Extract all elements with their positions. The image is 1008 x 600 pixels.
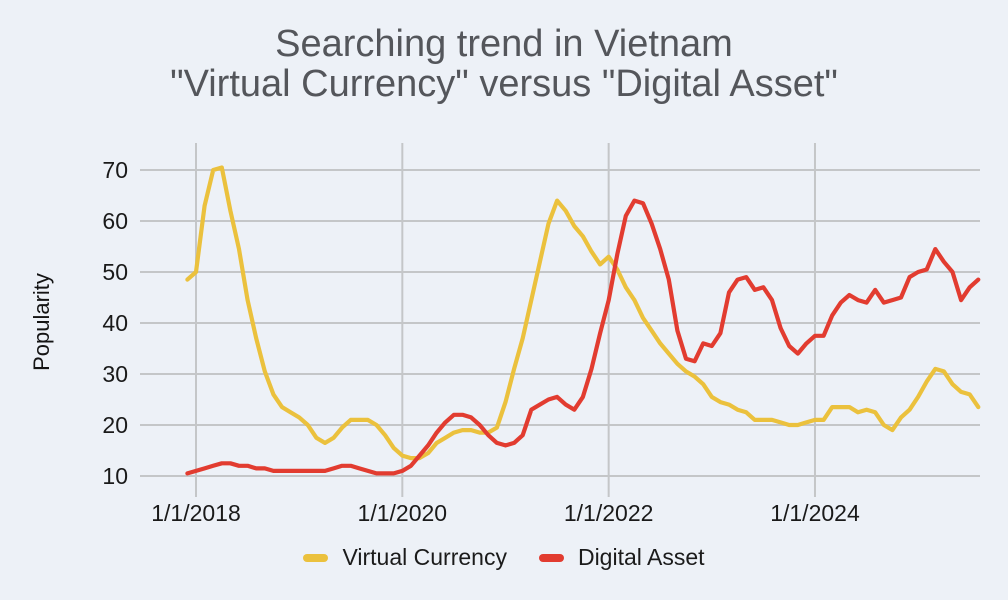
legend-label-digital-asset: Digital Asset — [577, 544, 705, 570]
y-tick-label-20: 20 — [102, 412, 128, 438]
y-tick-label-60: 60 — [102, 208, 128, 234]
x-tick-label-1/1/2020: 1/1/2020 — [358, 500, 448, 526]
legend-label-virtual-currency: Virtual Currency — [342, 544, 507, 570]
legend-swatch-virtual-currency — [303, 553, 329, 562]
y-tick-label-40: 40 — [102, 310, 128, 336]
y-tick-label-50: 50 — [102, 259, 128, 285]
series-line-virtual-currency — [185, 165, 981, 461]
legend: Virtual Currency Digital Asset — [0, 544, 1008, 571]
y-tick-label-70: 70 — [102, 157, 128, 183]
series-line-digital-asset — [185, 198, 981, 476]
x-tick-label-1/1/2018: 1/1/2018 — [151, 500, 241, 526]
x-tick-label-1/1/2022: 1/1/2022 — [564, 500, 654, 526]
y-tick-label-10: 10 — [102, 463, 128, 489]
legend-swatch-digital-asset — [538, 553, 564, 562]
chart-title-line2: "Virtual Currency" versus "Digital Asset… — [170, 63, 838, 105]
legend-item-digital-asset[interactable]: Digital Asset — [538, 544, 705, 571]
chart-title-line1: Searching trend in Vietnam — [275, 23, 733, 65]
y-tick-label-30: 30 — [102, 361, 128, 387]
legend-item-virtual-currency[interactable]: Virtual Currency — [303, 544, 507, 571]
chart-title: Searching trend in Vietnam "Virtual Curr… — [0, 24, 1008, 104]
x-tick-label-1/1/2024: 1/1/2024 — [770, 500, 860, 526]
